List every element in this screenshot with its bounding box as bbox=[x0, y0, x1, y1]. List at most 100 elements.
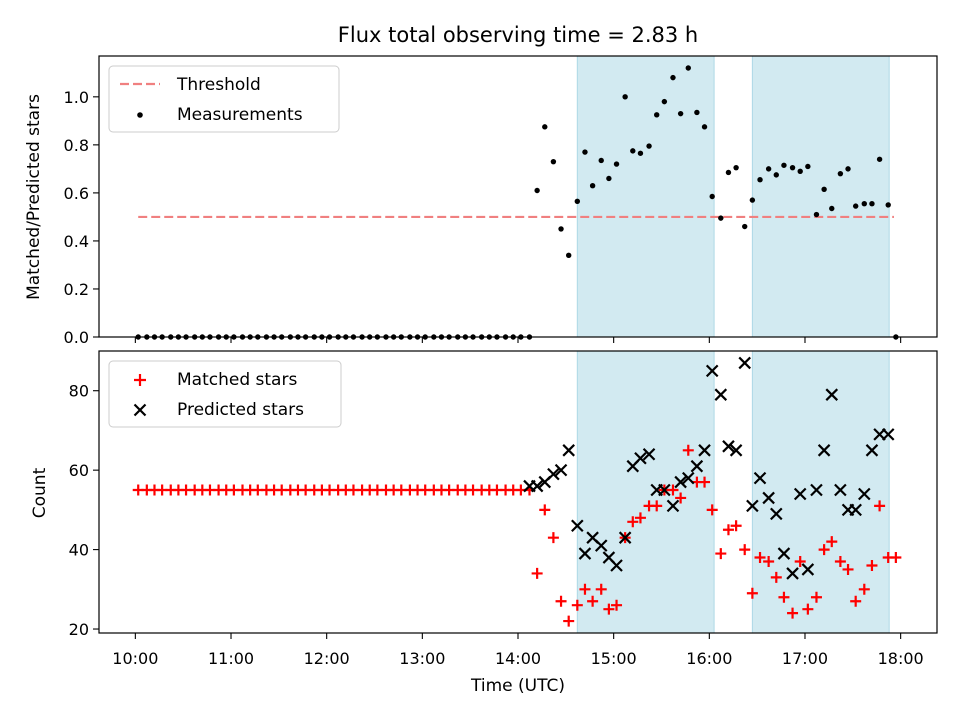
measurements-point bbox=[805, 163, 811, 170]
predicted-stars-point bbox=[801, 563, 815, 576]
measurements-point bbox=[845, 166, 851, 172]
x-tick-label: 10:00 bbox=[112, 649, 158, 668]
matched-stars-point bbox=[699, 476, 711, 488]
measurements-point bbox=[773, 172, 779, 178]
measurements-legend-icon bbox=[137, 112, 143, 118]
predicted-stars-point bbox=[865, 444, 879, 457]
matched-stars-point bbox=[866, 559, 878, 571]
predicted-stars-point bbox=[746, 499, 759, 513]
legend-label-threshold: Threshold bbox=[176, 75, 261, 95]
measurements-point bbox=[558, 226, 564, 232]
predicted-stars-point bbox=[610, 559, 623, 572]
measurements-point bbox=[646, 143, 652, 149]
matched-stars-point bbox=[794, 556, 806, 568]
measurements-point bbox=[613, 161, 620, 167]
matched-stars-point bbox=[611, 599, 623, 611]
predicted-stars-point bbox=[547, 467, 560, 481]
x-tick-label: 12:00 bbox=[304, 649, 350, 668]
matched-stars-point bbox=[682, 444, 694, 456]
legend-label-measurements: Measurements bbox=[177, 105, 303, 125]
predicted-stars-point bbox=[578, 547, 592, 560]
matched-stars-point bbox=[787, 607, 799, 619]
predicted-stars-point bbox=[562, 444, 575, 457]
predicted-stars-point bbox=[658, 483, 671, 497]
matched-stars-point bbox=[667, 484, 679, 496]
matched-stars-point bbox=[651, 500, 663, 512]
matched-stars-point bbox=[858, 583, 870, 595]
matched-stars-point bbox=[715, 548, 727, 560]
observing-window-1 bbox=[576, 55, 715, 338]
measurements-point bbox=[574, 198, 581, 205]
measurements-point bbox=[622, 94, 628, 100]
predicted-stars-point bbox=[698, 444, 711, 457]
y-tick-label: 40 bbox=[69, 541, 89, 560]
matched-stars-point bbox=[563, 615, 575, 627]
measurements-point bbox=[876, 156, 883, 162]
y-tick-label: 0.8 bbox=[64, 136, 89, 155]
matched-stars-point bbox=[874, 500, 886, 512]
matched-stars-point bbox=[675, 492, 687, 504]
matched-stars-point bbox=[770, 571, 782, 583]
measurements-point bbox=[654, 112, 660, 118]
matched-stars-point bbox=[579, 583, 591, 595]
matched-stars-legend-icon bbox=[134, 374, 146, 386]
predicted-stars-point bbox=[881, 428, 895, 441]
predicted-stars-point bbox=[571, 519, 584, 533]
predicted-stars-point bbox=[777, 547, 791, 560]
matched-stars-point bbox=[826, 536, 838, 548]
predicted-stars-point bbox=[666, 499, 680, 513]
predicted-stars-point bbox=[682, 471, 695, 485]
predicted-stars-point bbox=[554, 463, 568, 477]
x-tick-label: 18:00 bbox=[878, 649, 924, 668]
predicted-stars-point bbox=[530, 479, 544, 493]
predicted-stars-point bbox=[738, 356, 751, 370]
measurements-point bbox=[701, 124, 708, 130]
bottom-legend: Matched stars Predicted stars bbox=[108, 360, 342, 428]
observing-window-2 bbox=[751, 350, 890, 634]
measurements-point bbox=[661, 98, 668, 105]
predicted-stars-legend-icon bbox=[133, 403, 147, 417]
predicted-stars-point bbox=[825, 388, 839, 401]
predicted-stars-point bbox=[793, 487, 807, 501]
predicted-stars-point bbox=[858, 487, 871, 501]
matched-stars-point bbox=[555, 595, 567, 607]
measurements-point bbox=[677, 110, 684, 117]
y-tick-label: 0.2 bbox=[64, 280, 89, 299]
predicted-stars-point bbox=[753, 471, 767, 485]
matched-stars-point bbox=[706, 504, 718, 516]
matched-stars-point bbox=[778, 591, 790, 603]
measurements-point bbox=[709, 193, 715, 200]
matched-stars-point bbox=[634, 512, 646, 524]
measurements-point bbox=[821, 186, 827, 192]
measurements-point bbox=[885, 202, 891, 208]
measurements-point bbox=[829, 205, 835, 212]
x-tick-label: 15:00 bbox=[591, 649, 637, 668]
measurements-point bbox=[534, 187, 540, 194]
measurements-point bbox=[852, 203, 859, 209]
observing-window-2 bbox=[751, 55, 890, 338]
predicted-stars-point bbox=[817, 444, 831, 457]
measurements-point bbox=[725, 169, 732, 176]
chart-title: Flux total observing time = 2.83 h bbox=[338, 23, 698, 47]
matched-stars-point bbox=[842, 563, 854, 575]
matched-stars-point bbox=[754, 552, 766, 564]
predicted-stars-point bbox=[594, 539, 608, 552]
measurements-point bbox=[837, 170, 844, 177]
matched-stars-point bbox=[890, 552, 902, 564]
predicted-stars-point bbox=[722, 440, 735, 453]
matched-stars-point bbox=[571, 599, 583, 611]
observing-window-1 bbox=[576, 350, 715, 634]
predicted-stars-point bbox=[618, 531, 632, 544]
measurements-point bbox=[797, 168, 803, 174]
measurements-point bbox=[861, 201, 867, 207]
bottom-panel: 20 40 60 80 10:00 11:00 12:00 13:00 14:00 15:00 1… bbox=[30, 350, 938, 696]
predicted-stars-point bbox=[770, 507, 783, 521]
legend-box bbox=[108, 65, 340, 133]
matched-stars-point bbox=[810, 591, 822, 603]
matched-stars-point bbox=[746, 587, 758, 599]
matched-stars-point bbox=[603, 603, 615, 615]
measurements-point bbox=[789, 164, 796, 171]
measurements-point bbox=[566, 252, 572, 259]
x-tick-label: 16:00 bbox=[686, 649, 732, 668]
